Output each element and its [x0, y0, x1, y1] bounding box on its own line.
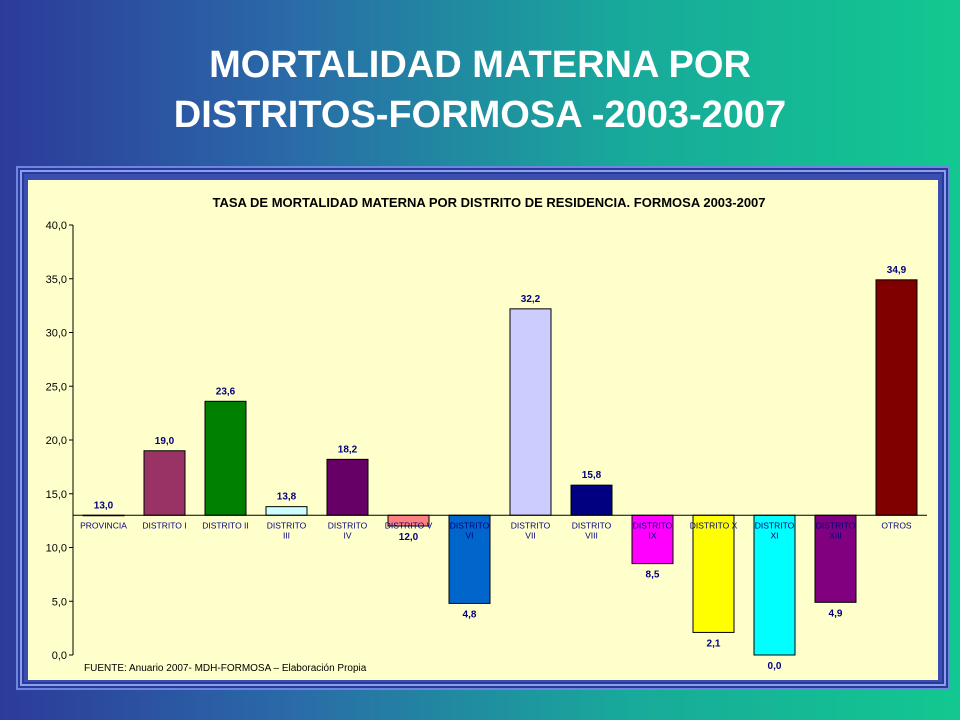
y-tick-label: 20,0 [46, 435, 67, 447]
y-tick-label: 5,0 [52, 596, 67, 608]
bar-value-label: 15,8 [582, 470, 602, 481]
slide-title-line-2: DISTRITOS-FORMOSA -2003-2007 [173, 94, 787, 136]
bar-value-label: 19,0 [155, 436, 175, 447]
y-tick-label: 30,0 [46, 328, 67, 340]
x-tick-label: XIII [829, 530, 842, 540]
x-tick-label: DISTRITO [511, 520, 551, 530]
x-tick-label: DISTRITO [572, 520, 612, 530]
x-tick-label: III [283, 530, 290, 540]
bar [814, 514, 857, 603]
bar-value-label: 32,2 [521, 294, 541, 305]
bar-value-label: 2,1 [707, 638, 721, 649]
y-tick-label: 10,0 [46, 543, 67, 555]
x-tick-label: DISTRITO I [142, 520, 186, 530]
bar-value-label: 12,0 [399, 532, 419, 543]
x-tick-label: VIII [585, 530, 598, 540]
x-tick-label: DISTRITO [328, 520, 368, 530]
x-tick-label: DISTRITO [267, 520, 307, 530]
bar-value-label: 0,0 [768, 661, 782, 672]
bar-value-label: 4,8 [463, 609, 477, 620]
x-tick-label: DISTRITO [816, 520, 856, 530]
bar [509, 308, 552, 516]
bar-value-label: 13,0 [94, 500, 114, 511]
x-tick-label: VI [465, 530, 473, 540]
y-tick-label: 40,0 [46, 220, 67, 232]
slide-title: MORTALIDAD MATERNA POR DISTRITOS-FORMOSA… [0, 40, 960, 140]
y-tick-label: 15,0 [46, 489, 67, 501]
bar-value-label: 18,2 [338, 444, 358, 455]
x-tick-label: DISTRITO [633, 520, 673, 530]
bar-value-label: 4,9 [829, 608, 843, 619]
x-tick-label: DISTRITO X [690, 520, 738, 530]
bar [265, 506, 308, 516]
slide-title-line-1: MORTALIDAD MATERNA POR [209, 44, 751, 86]
bar [753, 514, 796, 656]
x-tick-label: DISTRITO II [202, 520, 249, 530]
bar-value-label: 8,5 [646, 570, 660, 581]
x-tick-label: VII [525, 530, 535, 540]
x-tick-label: DISTRITO [755, 520, 795, 530]
y-tick-label: 25,0 [46, 381, 67, 393]
y-tick-label: 0,0 [52, 650, 67, 662]
bar [570, 484, 613, 516]
bar [326, 458, 369, 516]
chart-source-note: FUENTE: Anuario 2007- MDH-FORMOSA – Elab… [84, 663, 367, 674]
bar [692, 514, 735, 633]
bar-value-label: 23,6 [216, 386, 236, 397]
chart-background [28, 180, 938, 680]
bar-chart: TASA DE MORTALIDAD MATERNA POR DISTRITO … [28, 180, 938, 680]
x-tick-label: XI [770, 530, 778, 540]
x-tick-label: DISTRITO [450, 520, 490, 530]
chart-title: TASA DE MORTALIDAD MATERNA POR DISTRITO … [212, 195, 765, 210]
bar [448, 514, 491, 604]
y-tick-label: 35,0 [46, 274, 67, 286]
bar-value-label: 13,8 [277, 492, 297, 503]
bar-value-label: 34,9 [887, 265, 907, 276]
x-tick-label: OTROS [881, 520, 912, 530]
x-tick-label: IV [343, 530, 351, 540]
chart-frame: TASA DE MORTALIDAD MATERNA POR DISTRITO … [16, 166, 950, 690]
bar [875, 279, 918, 516]
bar [143, 450, 186, 516]
x-tick-label: IX [648, 530, 656, 540]
x-tick-label: DISTRITO V [385, 520, 433, 530]
x-tick-label: PROVINCIA [80, 520, 127, 530]
bar [204, 400, 247, 516]
